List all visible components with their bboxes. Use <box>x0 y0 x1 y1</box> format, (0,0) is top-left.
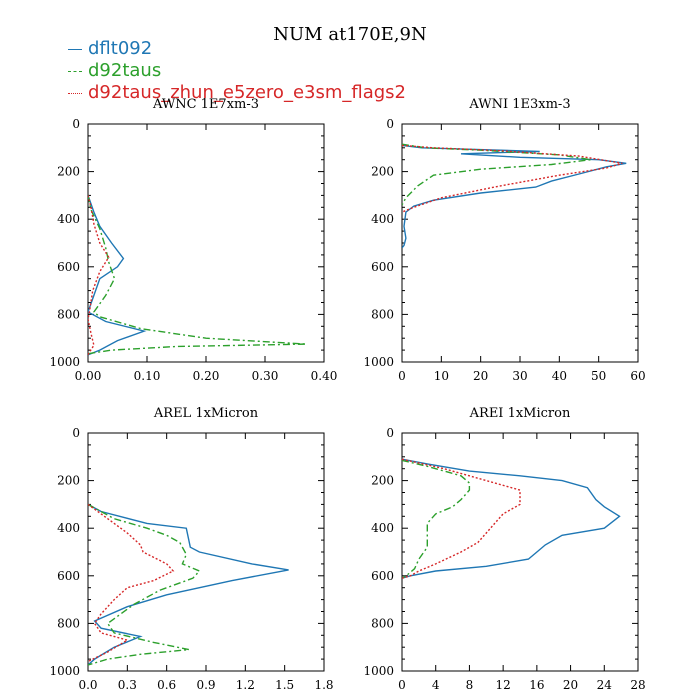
panel-title: AREI 1xMicron <box>469 406 571 421</box>
panel-title: AWNI 1E3xm-3 <box>468 97 570 112</box>
x-tick-label: 0.00 <box>75 369 102 383</box>
y-tick-label: 600 <box>57 569 80 583</box>
y-tick-label: 600 <box>57 260 80 274</box>
series-line-d92taus <box>88 195 307 355</box>
series-line-dflt092 <box>88 503 289 666</box>
series-line-d92taus_zhun_e5zero_e3sm_flags2 <box>402 458 521 579</box>
y-tick-label: 800 <box>371 616 394 630</box>
y-tick-label: 800 <box>57 616 80 630</box>
y-tick-label: 400 <box>371 212 394 226</box>
y-tick-label: 1000 <box>49 355 80 369</box>
x-tick-label: 0.6 <box>157 678 176 692</box>
plot-frame <box>87 432 325 672</box>
figure-title: NUM at170E,9N <box>273 24 427 45</box>
y-tick-label: 200 <box>57 474 80 488</box>
x-tick-label: 0.40 <box>311 369 338 383</box>
legend-entry-dflt092: dflt092 <box>68 38 406 60</box>
x-tick-label: 24 <box>597 678 613 692</box>
x-tick-label: 16 <box>529 678 544 692</box>
y-tick-label: 200 <box>57 165 80 179</box>
legend-label: d92taus <box>88 60 162 81</box>
series-line-d92taus_zhun_e5zero_e3sm_flags2 <box>88 503 175 663</box>
x-tick-label: 60 <box>630 369 645 383</box>
x-tick-label: 0.3 <box>118 678 137 692</box>
legend-label: dflt092 <box>88 38 153 59</box>
legend: dflt092 d92taus d92taus_zhun_e5zero_e3sm… <box>68 38 406 104</box>
x-tick-label: 4 <box>432 678 440 692</box>
y-tick-label: 400 <box>371 521 394 535</box>
y-tick-label: 800 <box>371 307 394 321</box>
series-line-dflt092 <box>88 195 147 356</box>
legend-swatch <box>68 70 82 72</box>
series-line-dflt092 <box>402 144 627 249</box>
legend-label: d92taus_zhun_e5zero_e3sm_flags2 <box>88 82 407 103</box>
y-tick-label: 200 <box>371 474 394 488</box>
x-tick-label: 30 <box>512 369 527 383</box>
legend-swatch <box>68 48 82 50</box>
y-tick-label: 1000 <box>363 664 394 678</box>
panel-title: AWNC 1E7xm-3 <box>152 97 259 112</box>
x-tick-label: 40 <box>552 369 567 383</box>
y-tick-label: 600 <box>371 260 394 274</box>
x-tick-label: 0.30 <box>252 369 279 383</box>
x-tick-label: 8 <box>466 678 474 692</box>
y-tick-label: 200 <box>371 165 394 179</box>
x-tick-label: 20 <box>563 678 578 692</box>
x-tick-label: 0.0 <box>78 678 97 692</box>
x-tick-label: 12 <box>496 678 511 692</box>
y-tick-label: 600 <box>371 569 394 583</box>
x-tick-label: 1.2 <box>236 678 255 692</box>
y-tick-label: 400 <box>57 212 80 226</box>
series-line-dflt092 <box>402 458 621 579</box>
series-line-d92taus_zhun_e5zero_e3sm_flags2 <box>402 144 623 213</box>
y-tick-label: 0 <box>72 426 80 440</box>
x-tick-label: 1.5 <box>275 678 294 692</box>
series-line-d92taus <box>402 459 471 579</box>
y-tick-label: 1000 <box>49 664 80 678</box>
x-tick-label: 50 <box>591 369 606 383</box>
legend-entry-flags2: d92taus_zhun_e5zero_e3sm_flags2 <box>68 82 406 104</box>
series-line-d92taus <box>88 503 201 666</box>
legend-swatch <box>68 92 82 94</box>
y-tick-label: 0 <box>386 426 394 440</box>
y-tick-label: 0 <box>386 117 394 131</box>
y-tick-label: 0 <box>72 117 80 131</box>
panel-title: AREL 1xMicron <box>153 406 259 421</box>
x-tick-label: 0.20 <box>193 369 220 383</box>
x-tick-label: 20 <box>473 369 488 383</box>
x-tick-label: 10 <box>434 369 449 383</box>
x-tick-label: 28 <box>630 678 645 692</box>
x-tick-label: 0.10 <box>134 369 161 383</box>
series-line-d92taus_zhun_e5zero_e3sm_flags2 <box>88 195 110 356</box>
x-tick-label: 0 <box>398 678 406 692</box>
y-tick-label: 800 <box>57 307 80 321</box>
x-tick-label: 1.8 <box>314 678 333 692</box>
legend-entry-d92taus: d92taus <box>68 60 406 82</box>
x-tick-label: 0.9 <box>196 678 215 692</box>
y-tick-label: 400 <box>57 521 80 535</box>
x-tick-label: 0 <box>398 369 406 383</box>
y-tick-label: 1000 <box>363 355 394 369</box>
